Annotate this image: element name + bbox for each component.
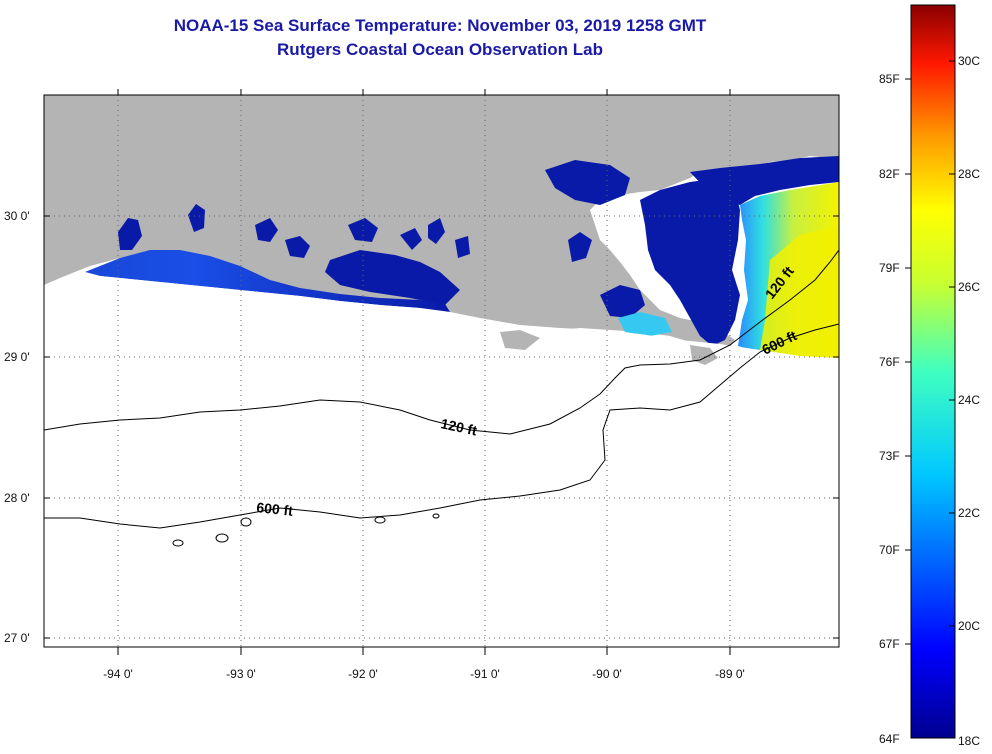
lon-label: -91 0' [470,667,500,681]
colorbar-c-label: 24C [958,393,980,407]
contour-label-600-west: 600 ft [256,499,294,519]
contour-label-120-west: 120 ft [439,415,478,438]
colorbar-f-label: 82F [879,167,900,181]
lat-label: 27 0' [4,631,30,645]
island-land [500,330,540,350]
colorbar-c-label: 22C [958,506,980,520]
lon-label: -93 0' [226,667,256,681]
west-coastal-water [85,250,450,312]
colorbar-f-label: 85F [879,72,900,86]
colorbar-c-label: 28C [958,167,980,181]
contour-600ft [44,323,839,529]
colorbar-f-label: 67F [879,637,900,651]
colorbar [910,4,956,739]
colorbar-ticks [905,60,955,645]
lat-label: 30 0' [4,209,30,223]
colorbar-c-label: 18C [958,734,980,748]
warm-water-core [760,225,839,358]
colorbar-f-label: 76F [879,355,900,369]
cyan-patch [618,312,672,336]
colorbar-f-label: 64F [879,732,900,746]
grid-lines [44,95,839,647]
lat-label: 28 0' [4,491,30,505]
lon-label: -90 0' [592,667,622,681]
colorbar-c-label: 30C [958,54,980,68]
axis-ticks [44,89,839,655]
contour-120ft [44,249,839,435]
colorbar-f-label: 73F [879,449,900,463]
lon-label: -89 0' [715,667,745,681]
colorbar-c-label: 26C [958,280,980,294]
inland-waters [118,156,839,346]
no-data-region [44,272,839,647]
lat-label: 29 0' [4,350,30,364]
colorbar-f-label: 70F [879,543,900,557]
colorbar-c-label: 20C [958,619,980,633]
map-subtitle: Rutgers Coastal Ocean Observation Lab [277,40,603,59]
lon-label: -94 0' [103,667,133,681]
contour-islands [172,513,440,547]
map-border [43,94,840,648]
colorbar-f-label: 79F [879,261,900,275]
lon-label: -92 0' [348,667,378,681]
map-title: NOAA-15 Sea Surface Temperature: Novembe… [173,16,707,35]
